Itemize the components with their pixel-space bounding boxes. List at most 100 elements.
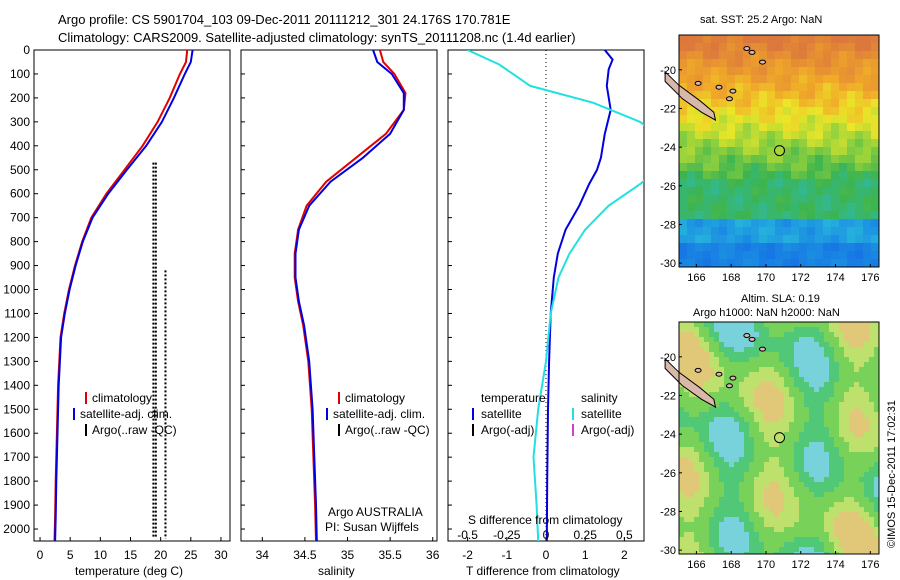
map-cell: [874, 477, 879, 482]
map-cell: [815, 123, 823, 131]
map-cell: [704, 507, 709, 512]
map-cell: [704, 347, 709, 352]
map-cell: [844, 517, 849, 522]
map-cell: [743, 51, 751, 59]
depth-tick-label: 1000: [3, 283, 30, 297]
legend-swatch-t-argo: [472, 424, 474, 436]
map-cell: [859, 547, 864, 552]
map-cell: [774, 497, 779, 502]
map-cell: [809, 382, 814, 387]
map-cell: [724, 437, 729, 442]
map-cell: [789, 342, 794, 347]
depth-tick-label: 1300: [3, 354, 30, 368]
map-cell: [759, 542, 764, 547]
map-cell: [727, 187, 735, 195]
map-cell: [869, 372, 874, 377]
map-cell: [854, 407, 859, 412]
t-difference-axis-label: T difference from climatology: [466, 564, 620, 578]
map-cell: [819, 462, 824, 467]
map-cell: [687, 35, 695, 43]
depth-tick-label: 1500: [3, 402, 30, 416]
map-cell: [689, 342, 694, 347]
map-cell: [769, 412, 774, 417]
map-cell: [684, 472, 689, 477]
map-cell: [807, 227, 815, 235]
map-cell: [863, 51, 871, 59]
map-cell: [759, 171, 767, 179]
map-cell: [819, 402, 824, 407]
map-cell: [734, 412, 739, 417]
map-cell: [711, 139, 719, 147]
map-cell: [679, 422, 684, 427]
map-cell: [734, 397, 739, 402]
map-cell: [799, 447, 804, 452]
map-cell: [744, 387, 749, 392]
map-cell: [784, 347, 789, 352]
map-cell: [844, 537, 849, 542]
map-cell: [751, 179, 759, 187]
map-cell: [809, 347, 814, 352]
map-cell: [764, 342, 769, 347]
map-cell: [809, 487, 814, 492]
map-cell: [704, 492, 709, 497]
map-cell: [759, 407, 764, 412]
map-cell: [794, 482, 799, 487]
map-cell: [735, 219, 743, 227]
map-cell: [819, 447, 824, 452]
map-cell: [724, 422, 729, 427]
map-cell: [869, 512, 874, 517]
map-cell: [844, 347, 849, 352]
map-cell: [834, 407, 839, 412]
map-cell: [799, 497, 804, 502]
map-cell: [694, 357, 699, 362]
map-cell: [804, 542, 809, 547]
map-cell: [799, 452, 804, 457]
map-cell: [734, 447, 739, 452]
map-cell: [864, 452, 869, 457]
map-cell: [709, 512, 714, 517]
map-cell: [704, 337, 709, 342]
map-cell: [864, 372, 869, 377]
map-cell: [749, 392, 754, 397]
map-cell: [695, 75, 703, 83]
map-cell: [869, 457, 874, 462]
map-cell: [864, 502, 869, 507]
map-cell: [829, 342, 834, 347]
map-cell: [735, 35, 743, 43]
map-cell: [864, 537, 869, 542]
map-cell: [687, 163, 695, 171]
map-cell: [711, 99, 719, 107]
map-cell: [767, 163, 775, 171]
map-cell: [809, 467, 814, 472]
map-cell: [767, 155, 775, 163]
map-cell: [854, 517, 859, 522]
map-cell: [714, 402, 719, 407]
map-cell: [739, 497, 744, 502]
map-cell: [679, 171, 687, 179]
map-cell: [831, 203, 839, 211]
map-cell: [774, 482, 779, 487]
map-cell: [839, 422, 844, 427]
map-cell: [839, 532, 844, 537]
map-cell: [719, 337, 724, 342]
map-cell: [714, 382, 719, 387]
map-cell: [709, 507, 714, 512]
map-cell: [739, 387, 744, 392]
map-cell: [844, 487, 849, 492]
map-cell: [679, 203, 687, 211]
map-cell: [869, 527, 874, 532]
map-cell: [814, 417, 819, 422]
map-cell: [711, 35, 719, 43]
map-cell: [779, 377, 784, 382]
map-cell: [695, 219, 703, 227]
map-cell: [714, 497, 719, 502]
map-cell: [687, 219, 695, 227]
map-cell: [794, 487, 799, 492]
map-cell: [854, 447, 859, 452]
map-cell: [799, 35, 807, 43]
map-cell: [784, 552, 789, 554]
map-cell: [874, 517, 879, 522]
map-cell: [774, 407, 779, 412]
map-cell: [834, 547, 839, 552]
map-cell: [864, 427, 869, 432]
